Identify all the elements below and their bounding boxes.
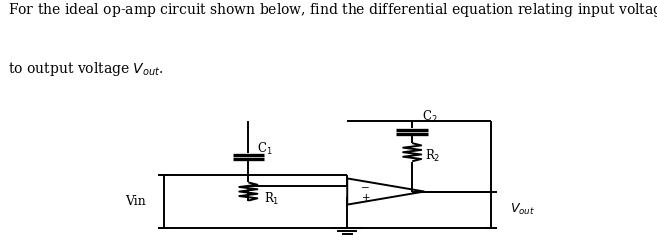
Text: $V_{out}$: $V_{out}$ [510,202,535,217]
Text: C$_2$: C$_2$ [422,109,438,125]
Text: For the ideal op-amp circuit shown below, find the differential equation relatin: For the ideal op-amp circuit shown below… [8,1,657,19]
Text: R$_1$: R$_1$ [264,191,280,207]
Text: C$_1$: C$_1$ [257,141,273,157]
Text: Vin: Vin [125,195,146,208]
Text: $+$: $+$ [361,192,370,203]
Text: to output voltage $V_{out}$.: to output voltage $V_{out}$. [8,60,164,78]
Text: $-$: $-$ [361,181,370,191]
Text: R$_2$: R$_2$ [424,148,440,164]
